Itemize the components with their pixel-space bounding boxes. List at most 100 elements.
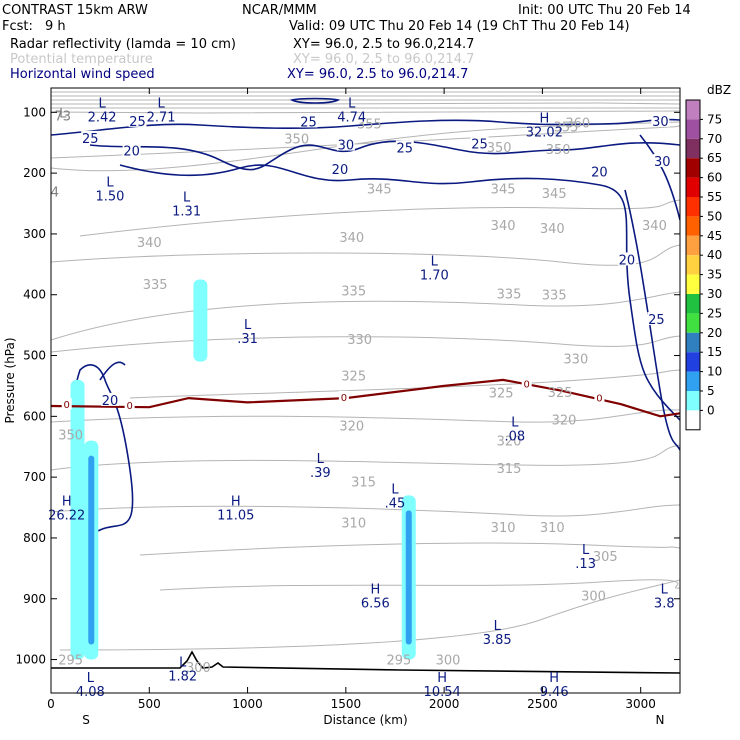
wind-extreme-value: 9.46	[540, 685, 569, 700]
x-end-label-north: N	[656, 713, 665, 727]
wind-label-bg	[100, 392, 119, 406]
wind-label: 25	[82, 132, 99, 147]
grey-annotation: 4	[51, 185, 59, 200]
wind-extreme-marker: L	[661, 583, 669, 598]
wind-extreme-value: .45	[385, 496, 406, 511]
wind-label: 30	[654, 155, 671, 170]
colorbar-level-label: 65	[707, 151, 722, 165]
wind-extreme-value: 32.02	[526, 125, 563, 140]
x-tick-label: 1500	[331, 697, 362, 711]
wind-extreme-value: 1.31	[172, 205, 201, 220]
theta-label: 300	[581, 590, 606, 605]
wind-label: 20	[123, 145, 140, 160]
wind-label: 30	[338, 139, 355, 154]
wind-extreme-marker: L	[348, 96, 356, 111]
wind-extreme-value: 1.82	[168, 670, 197, 685]
wind-extreme-value: 1.70	[420, 268, 449, 283]
y-tick-label: 600	[23, 409, 46, 423]
theta-label: 320	[339, 419, 364, 434]
colorbar-level-label: 40	[707, 248, 722, 262]
y-axis-label: Pressure (hPa)	[3, 337, 17, 423]
wind-label-bg	[647, 312, 666, 326]
colorbar-title: dBZ	[707, 83, 731, 97]
colorbar-level-label: 50	[707, 209, 722, 223]
theta-label: 315	[497, 462, 522, 477]
wind-extreme-value: .08	[505, 430, 526, 445]
freezing-label-bg	[521, 377, 532, 389]
theta-label: 310	[341, 517, 366, 532]
theta-label: 335	[143, 278, 168, 293]
wind-extreme-marker: H	[539, 111, 549, 126]
wind-extreme-marker: L	[183, 191, 191, 206]
colorbar-swatch	[686, 119, 700, 139]
wind-extreme-marker: L	[87, 671, 95, 686]
wind-extreme-value: 6.56	[361, 597, 390, 612]
wind-label: 20	[591, 165, 608, 180]
wind-label-bg	[122, 143, 141, 157]
wind-extreme-value: .31	[237, 332, 258, 347]
wind-extreme-marker: L	[431, 254, 439, 269]
x-axis-label: Distance (km)	[323, 713, 407, 727]
reflectivity-core	[193, 279, 208, 362]
colorbar-level-label: 5	[707, 384, 715, 398]
wind-label: 25	[397, 142, 414, 157]
terrain-line	[51, 650, 681, 674]
wind-extreme-value: 3.85	[483, 633, 512, 648]
wind-extreme-value: 3.8	[654, 597, 675, 612]
field-xy-reflectivity: XY= 96.0, 2.5 to 96.0,214.7	[293, 37, 474, 52]
colorbar-swatch	[686, 274, 700, 294]
field-name-theta: Potential temperature	[10, 52, 153, 67]
colorbar-level-label: 75	[707, 112, 722, 126]
wind-extreme-value: .39	[310, 466, 331, 481]
colorbar-swatch	[686, 235, 700, 256]
colorbar-swatch	[686, 138, 700, 159]
theta-label: 310	[491, 521, 516, 536]
y-tick-label: 500	[23, 349, 46, 363]
theta-label: 335	[341, 284, 366, 299]
colorbar-swatch	[686, 294, 700, 314]
wind-label-bg	[81, 130, 100, 144]
colorbar-swatch	[686, 410, 700, 430]
y-tick-label: 800	[23, 531, 46, 545]
colorbar-level-label: 20	[707, 326, 722, 340]
valid-time: Valid: 09 UTC Thu 20 Feb 14 (19 ChT Thu …	[289, 19, 630, 34]
colorbar-swatch	[686, 332, 700, 353]
wind-label: 25	[648, 313, 665, 328]
theta-label: 300	[436, 654, 461, 669]
freezing-label: 0	[64, 400, 70, 411]
theta-label: 335	[542, 289, 567, 304]
wind-label-bg	[336, 137, 355, 151]
wind-contours	[51, 97, 680, 533]
wind-extreme-marker: L	[179, 656, 187, 671]
freezing-level-line	[50, 378, 681, 418]
wind-extreme-value: 2.42	[88, 110, 117, 125]
wind-extreme-marker: L	[511, 416, 519, 431]
theta-label: 345	[542, 187, 567, 202]
y-tick-label: 400	[23, 288, 46, 302]
wind-extreme-value: 11.05	[217, 509, 254, 524]
x-tick-label: 500	[138, 697, 161, 711]
wind-label-bg	[653, 153, 672, 167]
x-tick-label: 2000	[429, 697, 460, 711]
colorbar-level-label: 35	[707, 268, 722, 282]
freezing-label: 0	[596, 393, 602, 404]
colorbar-swatch	[686, 352, 700, 372]
colorbar-level-label: 30	[707, 287, 722, 301]
x-end-label-south: S	[82, 713, 90, 727]
x-tick-label: 1000	[232, 697, 263, 711]
theta-label: 340	[540, 222, 565, 237]
wind-extreme-value: .13	[575, 557, 596, 572]
theta-label: 315	[351, 475, 376, 490]
colorbar-level-label: 0	[707, 403, 715, 417]
theta-label: 355	[357, 117, 382, 132]
freezing-label-bg	[594, 391, 605, 403]
colorbar-level-label: 15	[707, 345, 722, 359]
theta-label: 330	[563, 353, 588, 368]
wind-label: 20	[619, 253, 636, 268]
y-tick-label: 300	[23, 227, 46, 241]
wind-extreme-marker: H	[62, 495, 72, 510]
wind-extreme-value: 1.50	[95, 189, 124, 204]
theta-label: 340	[339, 231, 364, 246]
colorbar-level-label: 70	[707, 132, 722, 146]
